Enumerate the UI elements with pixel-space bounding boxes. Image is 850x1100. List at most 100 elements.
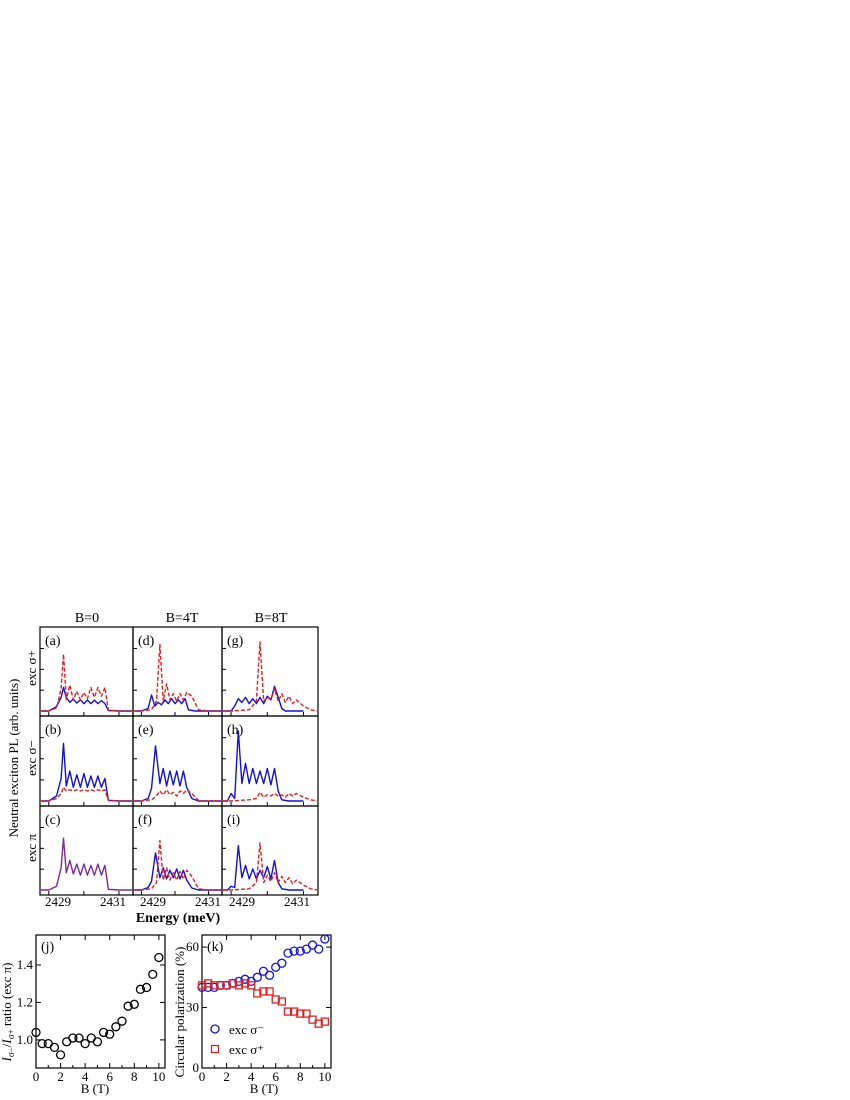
data-point-circle [92,1037,103,1047]
panel-label: (b) [45,723,62,738]
scatter-xtick-label: 8 [131,1069,138,1084]
spectrum-line-sigma-minus [223,730,304,802]
panel-label: (e) [138,723,154,738]
data-point-circle [135,984,146,994]
spectrum-line-sigma-plus [134,839,221,891]
data-point-square [197,981,207,990]
scatter-xtick-label: 10 [152,1069,165,1084]
data-point-square [228,979,237,988]
data-point-square [240,979,250,988]
data-point-square [302,1009,311,1018]
scatter-xtick-label: 6 [272,1069,279,1084]
k-xlabel: B (T) [250,1081,279,1096]
legend-marker-circle [210,1024,220,1034]
data-point-circle [37,1038,47,1049]
plots-layer: (a) (d) (g) (b) (e) (h) (c) (f) (i) 0 2 4 6 8 10 1.0 1.2… [17,626,332,1084]
data-point-square [216,981,225,990]
data-point-square [234,981,244,990]
scatter-xtick-label: 4 [82,1069,89,1084]
data-point-circle [264,970,275,980]
panel-label: (d) [138,634,155,649]
legend-marker-square [210,1044,220,1054]
spectrum-line-sigma-minus [41,742,132,802]
data-point-square [283,1007,293,1016]
data-point-square [246,981,256,990]
scatter-ytick-label: 1.0 [17,1032,33,1047]
spectra-xtick-2431-col2: 2431 [195,894,221,909]
data-point-circle [283,948,293,958]
spectra-xlabel: Energy (meV) [136,911,221,926]
scatter-ytick-label: 1.4 [17,957,34,972]
scatter-xtick-label: 0 [33,1069,40,1084]
row-label-sigma-plus: exc σ+ [24,650,39,686]
scatter-xtick-label: 10 [318,1069,331,1084]
data-point-circle [154,952,164,963]
data-point-square [320,1017,330,1026]
panel-label: (c) [45,813,61,828]
spectra-xtick-2429-col3: 2429 [229,894,255,909]
data-point-circle [320,934,330,944]
scatter-xtick-label: 0 [199,1069,206,1084]
data-point-square [277,997,287,1006]
scatter-xtick-label: 2 [223,1069,230,1084]
spectrum-line-sigma-plus [223,641,318,712]
k-ylabel: Circular polarization (%) [172,947,187,1078]
data-point-circle [105,1029,115,1039]
data-point-circle [141,982,152,993]
scatter-frame [35,934,166,1069]
j-xlabel: B (T) [81,1081,110,1096]
data-point-circle [123,1001,133,1011]
data-point-square [210,981,219,990]
panel-label: (h) [227,723,244,738]
spectrum-line-sigma-plus [41,786,132,802]
spectra-xtick-2431: 2431 [100,894,126,909]
spectrum-line-sigma-plus [223,791,318,802]
spectrum-line-sigma-minus [223,685,304,712]
panel-label: (j) [41,940,55,955]
spectrum-line-sigma-plus [134,643,221,712]
spectrum-line-sigma-minus [134,745,221,802]
spectrum-line-sigma-minus [223,844,304,891]
spectra-xtick-2429-col2: 2429 [140,894,166,909]
data-point-circle [31,1027,41,1038]
row-label-pi: exc π [24,834,39,862]
data-point-circle [117,1016,127,1026]
spectra-ylabel: Neutral exciton PL (arb. units) [6,679,21,838]
scatter-xtick-label: 4 [248,1069,255,1084]
data-point-circle [111,1022,121,1032]
col-header-b4: B=4T [166,611,199,626]
panel-label: (f) [138,813,152,828]
spectrum-line-sigma-minus [41,686,132,712]
data-point-circle [80,1038,90,1049]
col-header-b8: B=8T [255,611,288,626]
data-point-square [289,1007,299,1016]
legend-label: exc σ⁻ [229,1022,264,1037]
data-point-square [253,989,262,998]
data-point-circle [55,1050,66,1060]
data-point-circle [98,1027,109,1038]
data-point-square [203,979,213,988]
data-point-circle [49,1042,60,1053]
data-point-circle [74,1033,84,1043]
spectrum-line-sigma-minus [134,852,221,891]
data-point-circle [129,999,139,1009]
j-ylabel: Iσ−/Iσ+ ratio (exc π) [0,962,16,1062]
scatter-xtick-label: 8 [297,1069,304,1084]
data-point-circle [148,969,158,979]
data-point-circle [295,946,305,956]
panel-label: (k) [207,940,224,955]
data-point-circle [314,944,324,954]
scatter-ytick-label: 60 [186,939,199,954]
data-point-circle [68,1033,78,1043]
panel-label: (a) [45,634,61,649]
spectrum-line-sigma-minus [134,694,221,712]
legend-label: exc σ⁺ [229,1042,264,1057]
spectra-xtick-2431-col3: 2431 [284,894,310,909]
scatter-ytick-label: 1.2 [17,994,33,1009]
scatter-xtick-label: 2 [57,1069,64,1084]
row-label-sigma-minus: exc σ− [24,740,39,776]
data-point-square [314,1019,323,1028]
spectrum-frame [221,805,319,896]
scatter-xtick-label: 6 [106,1069,113,1084]
